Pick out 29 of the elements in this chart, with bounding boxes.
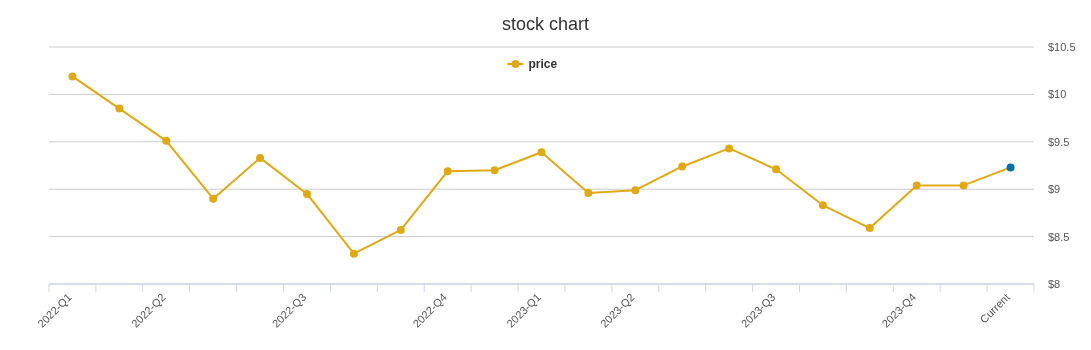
point <box>584 188 593 197</box>
point <box>302 189 311 198</box>
point <box>349 249 358 258</box>
y-tick-label: $9.5 <box>1048 135 1070 148</box>
point <box>818 201 827 210</box>
legend-label: price <box>528 57 558 71</box>
point <box>865 224 874 233</box>
y-tick-label: $8.5 <box>1048 230 1070 243</box>
point <box>959 181 968 190</box>
point <box>631 186 640 195</box>
point <box>209 194 218 203</box>
point <box>678 162 687 171</box>
y-tick-label: $10.5 <box>1048 41 1076 53</box>
chart-title: stock chart <box>501 14 590 34</box>
point <box>772 165 781 174</box>
point <box>1006 163 1015 172</box>
point <box>68 72 77 81</box>
y-tick-label: $10 <box>1048 88 1067 101</box>
point <box>115 104 124 113</box>
point <box>912 181 921 190</box>
point <box>725 144 734 153</box>
point <box>537 148 546 157</box>
point <box>443 167 452 176</box>
y-tick-label: $8 <box>1048 278 1061 290</box>
point <box>256 153 265 162</box>
point <box>162 136 171 145</box>
point <box>396 225 405 234</box>
point <box>490 166 499 175</box>
y-tick-label: $9 <box>1048 183 1061 196</box>
